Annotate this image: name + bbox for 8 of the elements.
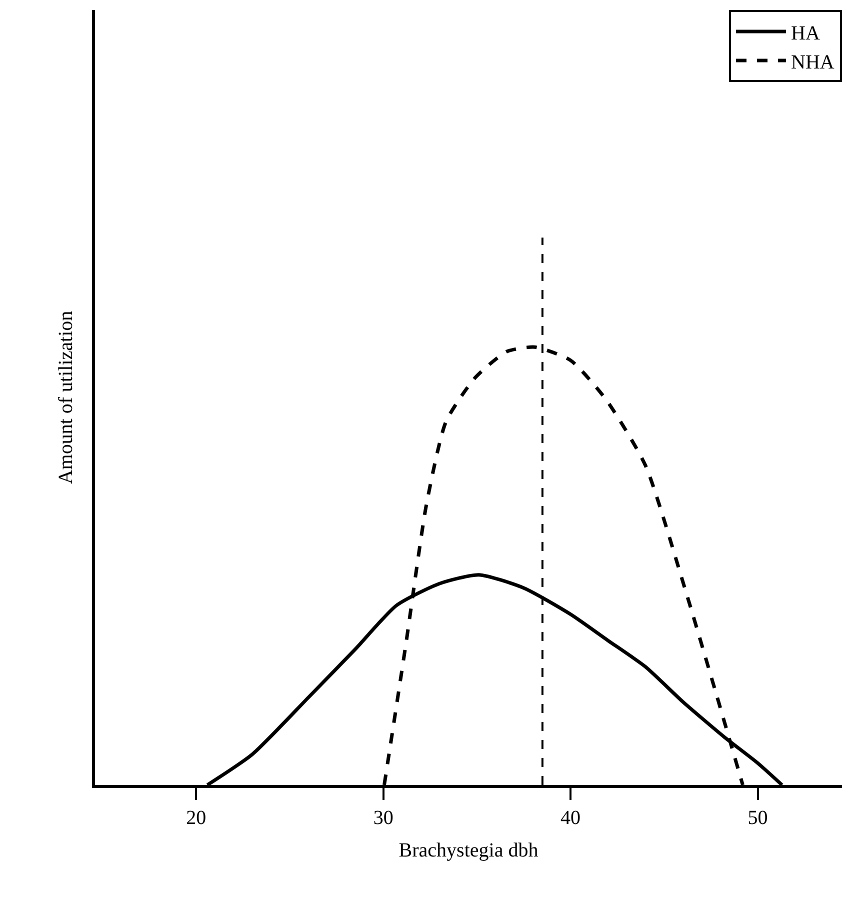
y-axis-title: Amount of utilization [54,310,77,484]
x-tick-label: 40 [560,806,581,829]
legend-label: NHA [791,51,835,74]
legend-label: HA [791,22,820,44]
x-tick-label: 50 [748,806,768,829]
x-axis-title: Brachystegia dbh [398,839,538,862]
x-tick-label: 20 [186,806,206,829]
x-tick-label: 30 [373,806,394,829]
